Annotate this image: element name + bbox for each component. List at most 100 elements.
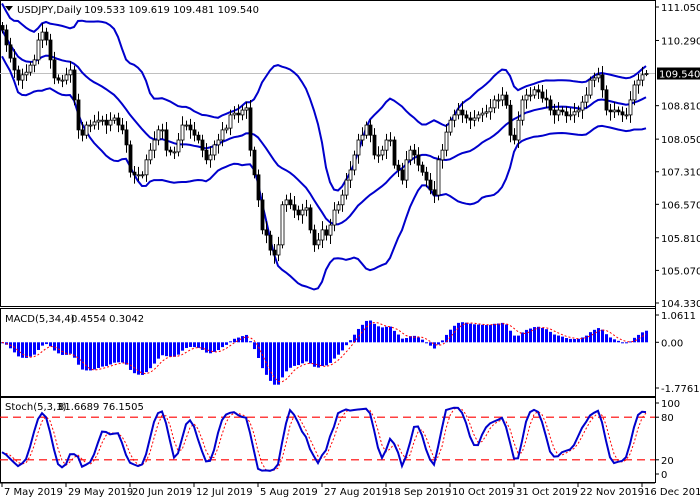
candle[interactable]: [48, 33, 53, 69]
candle[interactable]: [344, 173, 349, 200]
candle[interactable]: [12, 49, 17, 78]
candle[interactable]: [352, 150, 357, 176]
candle[interactable]: [124, 121, 129, 153]
candle[interactable]: [0, 21, 5, 34]
candle[interactable]: [280, 201, 285, 249]
candle[interactable]: [368, 119, 373, 143]
candle[interactable]: [568, 107, 573, 121]
candle[interactable]: [260, 192, 265, 235]
candle[interactable]: [160, 123, 165, 139]
candle[interactable]: [240, 105, 245, 121]
candle[interactable]: [492, 95, 497, 114]
candle[interactable]: [172, 146, 177, 159]
candle[interactable]: [616, 106, 621, 116]
candle[interactable]: [500, 87, 505, 107]
candle[interactable]: [528, 87, 533, 102]
candle[interactable]: [480, 107, 485, 122]
candle[interactable]: [448, 116, 453, 136]
candle[interactable]: [640, 66, 645, 87]
candle[interactable]: [44, 27, 49, 46]
candle[interactable]: [36, 32, 41, 65]
candle[interactable]: [176, 132, 181, 157]
candle[interactable]: [332, 202, 337, 232]
candle[interactable]: [296, 205, 301, 221]
candle[interactable]: [264, 221, 269, 244]
candle[interactable]: [540, 84, 545, 103]
candle[interactable]: [292, 195, 297, 218]
candle[interactable]: [248, 99, 253, 157]
candle[interactable]: [252, 146, 257, 179]
candle[interactable]: [228, 109, 233, 136]
candle[interactable]: [68, 61, 73, 83]
candle[interactable]: [148, 143, 153, 165]
candle[interactable]: [152, 131, 157, 159]
candle[interactable]: [348, 161, 353, 189]
candle[interactable]: [340, 189, 345, 212]
candle[interactable]: [64, 67, 69, 85]
candle[interactable]: [312, 224, 317, 252]
candle[interactable]: [516, 111, 521, 148]
candle[interactable]: [244, 101, 249, 119]
candle[interactable]: [84, 121, 89, 139]
candle[interactable]: [100, 115, 105, 126]
candle[interactable]: [436, 155, 441, 201]
candle[interactable]: [328, 218, 333, 244]
candle[interactable]: [24, 64, 29, 81]
candle[interactable]: [112, 114, 117, 124]
candle[interactable]: [532, 86, 537, 99]
candle[interactable]: [224, 124, 229, 134]
candle[interactable]: [56, 74, 61, 84]
candle[interactable]: [28, 61, 33, 76]
candle[interactable]: [576, 105, 581, 118]
candle[interactable]: [552, 103, 557, 124]
candle[interactable]: [156, 125, 161, 146]
candle[interactable]: [452, 109, 457, 128]
candle[interactable]: [608, 103, 613, 121]
candle[interactable]: [392, 136, 397, 169]
candle[interactable]: [592, 72, 597, 88]
candle[interactable]: [360, 127, 365, 147]
candle[interactable]: [444, 124, 449, 157]
candle[interactable]: [620, 106, 625, 122]
candle[interactable]: [580, 95, 585, 119]
candle[interactable]: [596, 67, 601, 83]
candle[interactable]: [440, 143, 445, 169]
candle[interactable]: [420, 161, 425, 176]
candle[interactable]: [208, 146, 213, 168]
candle[interactable]: [80, 121, 85, 142]
dropdown-triangle-icon[interactable]: [5, 6, 13, 11]
candle[interactable]: [96, 111, 101, 130]
candle[interactable]: [520, 95, 525, 126]
candle[interactable]: [424, 166, 429, 188]
candle[interactable]: [604, 85, 609, 116]
candle[interactable]: [192, 121, 197, 142]
candle[interactable]: [216, 133, 221, 154]
candle[interactable]: [144, 154, 149, 182]
candle[interactable]: [200, 134, 205, 158]
candle[interactable]: [196, 131, 201, 144]
candle[interactable]: [460, 101, 465, 123]
candle[interactable]: [416, 147, 421, 172]
candle[interactable]: [584, 87, 589, 109]
candle[interactable]: [544, 89, 549, 108]
candle[interactable]: [400, 162, 405, 185]
candle[interactable]: [384, 133, 389, 159]
candle[interactable]: [4, 24, 9, 52]
candle[interactable]: [572, 103, 577, 123]
candle[interactable]: [164, 121, 169, 157]
candle[interactable]: [236, 104, 241, 123]
candle[interactable]: [488, 99, 493, 120]
candle[interactable]: [60, 74, 65, 88]
candle[interactable]: [628, 91, 633, 123]
candle[interactable]: [204, 143, 209, 165]
candle[interactable]: [404, 151, 409, 189]
candle[interactable]: [560, 106, 565, 116]
candle[interactable]: [472, 110, 477, 127]
candle[interactable]: [600, 66, 605, 98]
candle[interactable]: [268, 230, 273, 256]
candle[interactable]: [376, 146, 381, 163]
candle[interactable]: [140, 171, 145, 179]
candle[interactable]: [284, 194, 289, 212]
candle[interactable]: [456, 103, 461, 120]
candle[interactable]: [212, 140, 217, 161]
